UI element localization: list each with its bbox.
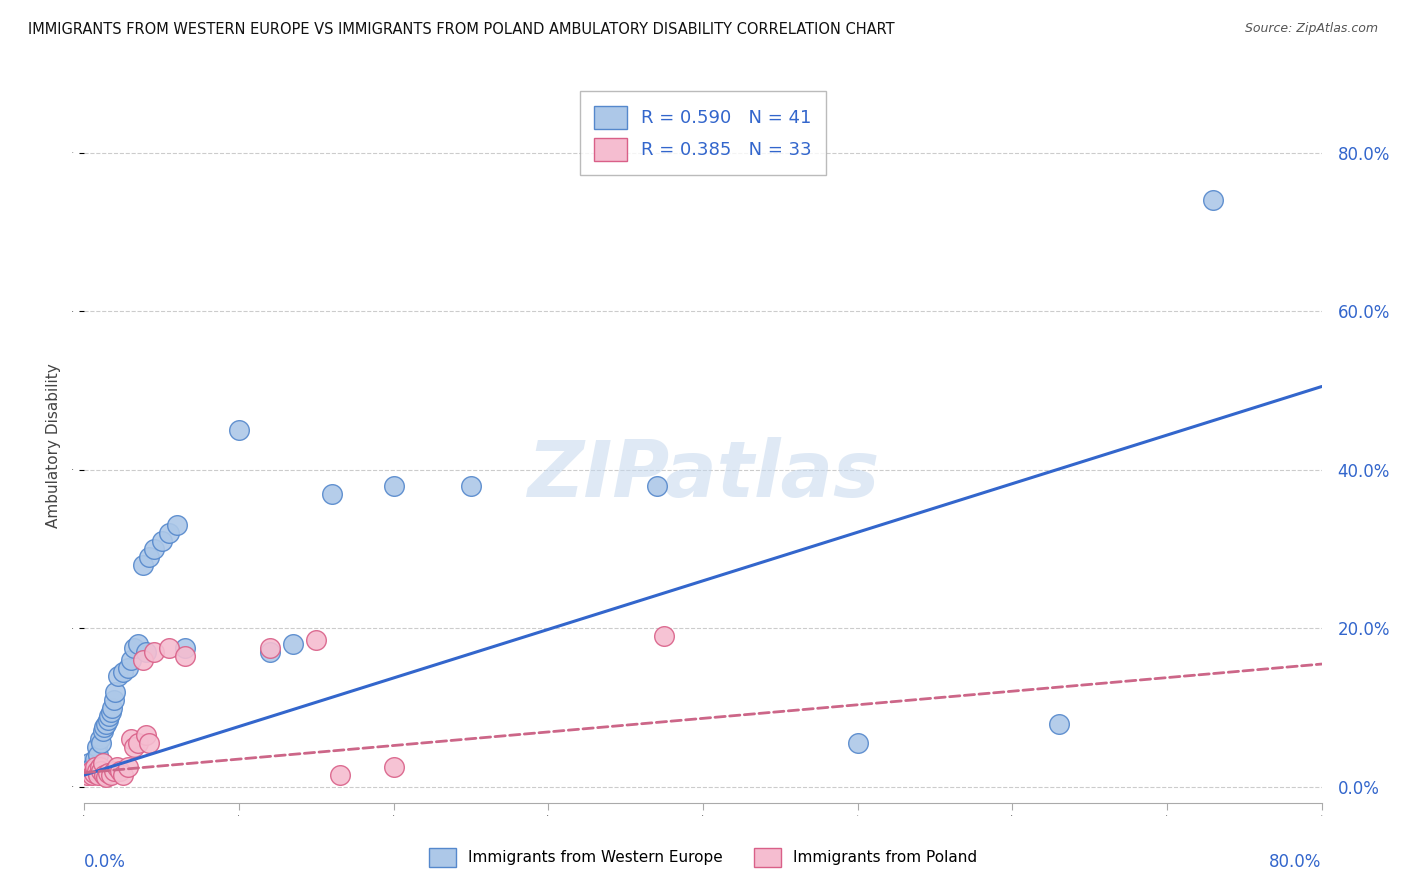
Point [98, 708, 121, 723]
Point [94, 771, 117, 785]
Point [305, 633, 328, 648]
Point [150, 534, 173, 549]
Point [91, 724, 114, 739]
Point [329, 768, 352, 782]
Point [1047, 716, 1070, 731]
Point [90, 736, 112, 750]
Point [108, 764, 131, 778]
Point [90, 764, 112, 778]
Point [135, 645, 157, 659]
Text: IMMIGRANTS FROM WESTERN EUROPE VS IMMIGRANTS FROM POLAND AMBULATORY DISABILITY C: IMMIGRANTS FROM WESTERN EUROPE VS IMMIGR… [28, 22, 894, 37]
Point [112, 665, 135, 679]
Point [228, 423, 250, 437]
Point [1202, 193, 1225, 207]
Y-axis label: Ambulatory Disability: Ambulatory Disability [46, 364, 62, 528]
Point [97, 713, 120, 727]
Point [91, 756, 114, 771]
Point [86, 740, 108, 755]
Point [86, 764, 108, 778]
Point [84, 752, 107, 766]
Point [89, 732, 111, 747]
Point [87, 748, 110, 763]
Point [83, 765, 105, 780]
Point [128, 637, 150, 651]
Point [159, 526, 181, 541]
Point [259, 645, 281, 659]
Point [103, 692, 125, 706]
Legend: R = 0.590   N = 41, R = 0.385   N = 33: R = 0.590 N = 41, R = 0.385 N = 33 [579, 91, 827, 176]
Point [100, 705, 122, 719]
Point [174, 649, 197, 664]
Point [166, 518, 188, 533]
Text: 80.0%: 80.0% [1270, 853, 1322, 871]
Point [82, 768, 104, 782]
Point [82, 760, 104, 774]
Point [122, 740, 145, 755]
Point [132, 653, 155, 667]
Point [122, 641, 145, 656]
Point [120, 653, 142, 667]
Point [112, 768, 135, 782]
Point [101, 700, 124, 714]
Point [645, 478, 668, 492]
Point [321, 486, 343, 500]
Point [77, 756, 100, 771]
Point [93, 768, 115, 782]
Point [460, 478, 482, 492]
Point [654, 629, 676, 643]
Point [138, 549, 160, 564]
Point [128, 736, 150, 750]
Text: Source: ZipAtlas.com: Source: ZipAtlas.com [1244, 22, 1378, 36]
Point [382, 478, 405, 492]
Point [93, 721, 115, 735]
Point [132, 558, 155, 572]
Point [143, 542, 166, 557]
Point [89, 760, 111, 774]
Point [105, 760, 128, 774]
Point [107, 669, 129, 683]
Point [283, 637, 305, 651]
Point [135, 728, 157, 742]
Point [84, 760, 107, 774]
Point [117, 760, 139, 774]
Point [117, 661, 139, 675]
Point [382, 760, 405, 774]
Point [83, 764, 105, 778]
Point [104, 685, 127, 699]
Text: ZIPatlas: ZIPatlas [527, 436, 879, 513]
Point [120, 732, 142, 747]
Point [76, 768, 98, 782]
Point [94, 716, 117, 731]
Point [97, 765, 120, 780]
Point [103, 764, 125, 778]
Point [174, 641, 197, 656]
Point [143, 645, 166, 659]
Point [159, 641, 181, 656]
Point [138, 736, 160, 750]
Point [79, 764, 101, 778]
Point [100, 768, 122, 782]
Point [259, 641, 281, 656]
Point [87, 768, 110, 782]
Point [846, 736, 869, 750]
Text: 0.0%: 0.0% [84, 853, 127, 871]
